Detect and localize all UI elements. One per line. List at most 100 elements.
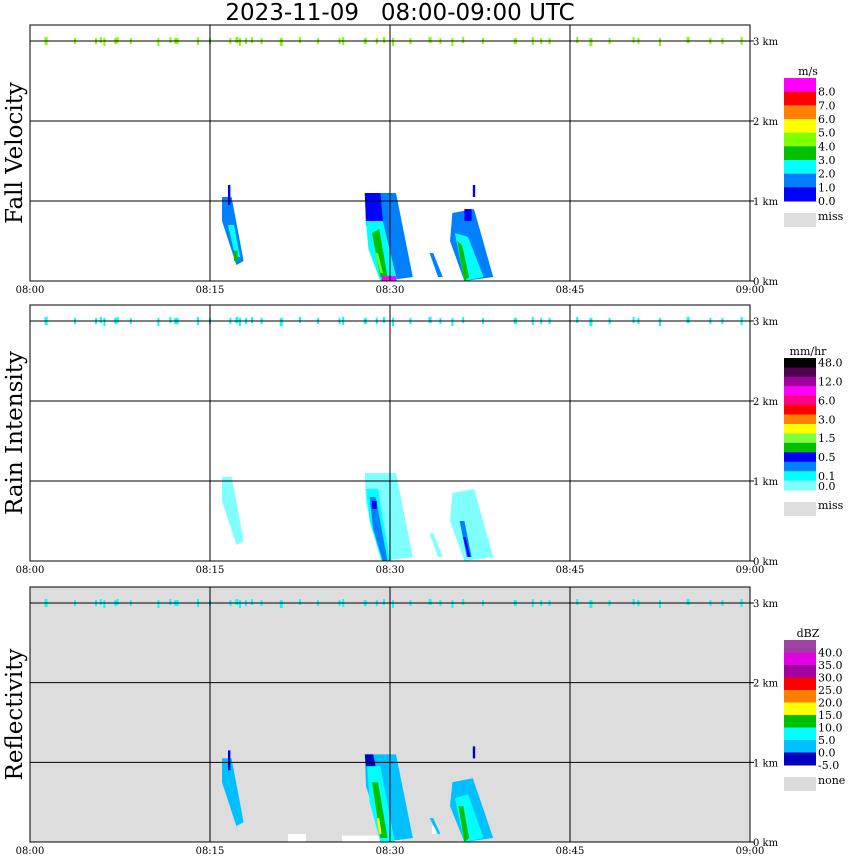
colorbar-label: 30.0: [818, 672, 843, 685]
clutter-mark: [157, 38, 160, 46]
clutter-mark: [632, 317, 635, 323]
colorbar-missing-swatch: [784, 502, 816, 516]
clutter-mark: [99, 317, 102, 323]
colorbar-label: 6.0: [818, 394, 836, 407]
colorbar-label: 8.0: [818, 86, 836, 99]
x-tick-label: 08:15: [196, 846, 225, 857]
plot-frame: [29, 24, 751, 282]
clutter-mark: [589, 318, 593, 326]
y-tick-label: 2 km: [753, 679, 779, 690]
clutter-mark: [239, 318, 241, 326]
colorbar-segment: [784, 119, 816, 134]
clutter-mark: [451, 38, 454, 46]
clutter-mark: [576, 317, 579, 323]
echo-cell: [364, 754, 376, 767]
clutter-mark: [116, 37, 119, 43]
colorbar-label: 3.0: [818, 413, 836, 426]
colorbar-label: 3.0: [818, 154, 836, 167]
clutter-mark: [279, 38, 283, 46]
colorbar-segment: [784, 160, 816, 175]
colorbar-segment: [784, 677, 816, 691]
clutter-mark: [428, 599, 432, 605]
echo-cell: [432, 826, 436, 834]
clutter-mark: [392, 318, 394, 326]
echo-cell: [228, 225, 240, 257]
colorbar-segment: [784, 376, 816, 387]
clutter-mark: [116, 599, 119, 605]
y-tick-label: 3 km: [753, 599, 779, 610]
colorbar-segment: [784, 442, 816, 453]
y-axis-title: Reflectivity: [2, 649, 28, 781]
colorbar-missing-swatch: [784, 777, 816, 791]
clutter-mark: [99, 599, 102, 605]
x-tick-label: 08:30: [376, 846, 405, 857]
clutter-mark: [451, 600, 454, 608]
clutter-mark: [576, 599, 579, 605]
clutter-mark: [239, 38, 241, 46]
clutter-mark: [235, 599, 239, 605]
echo-cell: [472, 746, 476, 759]
y-axis-title: Rain Intensity: [2, 351, 28, 515]
clutter-mark: [686, 599, 690, 605]
clutter-mark: [686, 317, 690, 323]
colorbar-label: 0.0: [818, 480, 836, 493]
clutter-mark: [299, 37, 301, 43]
echo-cell: [372, 501, 377, 509]
colorbar-label: 0.0: [818, 195, 836, 208]
colorbar-segment: [784, 480, 816, 491]
colorbar-label: 0.0: [818, 747, 836, 760]
colorbar-unit: dBZ: [797, 627, 820, 640]
echo-cell: [369, 497, 388, 561]
clutter-mark: [451, 318, 454, 326]
echo-cell: [381, 276, 396, 281]
panel-reflectivity: 08:00 08:15 08:30 08:45 09:000 km 1 km 2 km 3 k…: [2, 586, 845, 857]
colorbar-segment: [784, 652, 816, 666]
colorbar-label: 15.0: [818, 709, 843, 722]
clutter-mark: [235, 37, 239, 43]
clutter-mark: [632, 37, 635, 43]
y-tick-label: 0 km: [753, 838, 779, 849]
clutter-mark: [169, 599, 172, 605]
y-tick-label: 0 km: [753, 277, 779, 288]
x-tick-label: 08:00: [16, 846, 45, 857]
clutter-mark: [632, 599, 635, 605]
colorbar-label: 7.0: [818, 99, 836, 112]
colorbar-segment: [784, 132, 816, 147]
y-tick-label: 3 km: [753, 37, 779, 48]
y-tick-label: 2 km: [753, 117, 779, 128]
clutter-mark: [103, 318, 106, 326]
echo-cell: [472, 185, 476, 197]
echo-cell: [372, 229, 388, 277]
echo-cell: [458, 806, 470, 842]
echo-cell: [450, 209, 494, 281]
x-tick-label: 09:00: [736, 565, 765, 576]
colorbar-label: 4.0: [818, 140, 836, 153]
clutter-mark: [659, 600, 661, 608]
echo-cell: [429, 533, 443, 557]
clutter-mark: [251, 599, 253, 605]
echo-cell: [429, 818, 441, 834]
colorbar-missing-label: miss: [818, 499, 844, 512]
colorbar-segment: [784, 715, 816, 728]
echo-cell: [429, 253, 443, 277]
echo-cell: [364, 193, 383, 221]
panel-rain-intensity: 08:00 08:15 08:30 08:45 09:000 km 1 km 2 km 3 k…: [2, 304, 844, 576]
x-tick-label: 08:45: [556, 285, 585, 296]
clutter-mark: [239, 600, 241, 608]
echo-cell: [288, 834, 306, 842]
clutter-mark: [462, 599, 465, 605]
colorbar-segment: [784, 752, 816, 766]
colorbar-label: 48.0: [818, 357, 843, 370]
echo-cell: [375, 253, 383, 273]
clutter-mark: [383, 37, 385, 43]
colorbar-segment: [784, 78, 816, 93]
clutter-mark: [392, 600, 394, 608]
panel-fall-velocity: 08:00 08:15 08:30 08:45 09:000 km 1 km 2 km 3 k…: [2, 24, 844, 296]
y-tick-label: 3 km: [753, 317, 779, 328]
clutter-mark: [299, 317, 301, 323]
clutter-mark: [235, 317, 239, 323]
y-tick-label: 2 km: [753, 397, 779, 408]
colorbar-segment: [784, 414, 816, 425]
clutter-mark: [116, 317, 119, 323]
plot-frame: [29, 304, 751, 562]
